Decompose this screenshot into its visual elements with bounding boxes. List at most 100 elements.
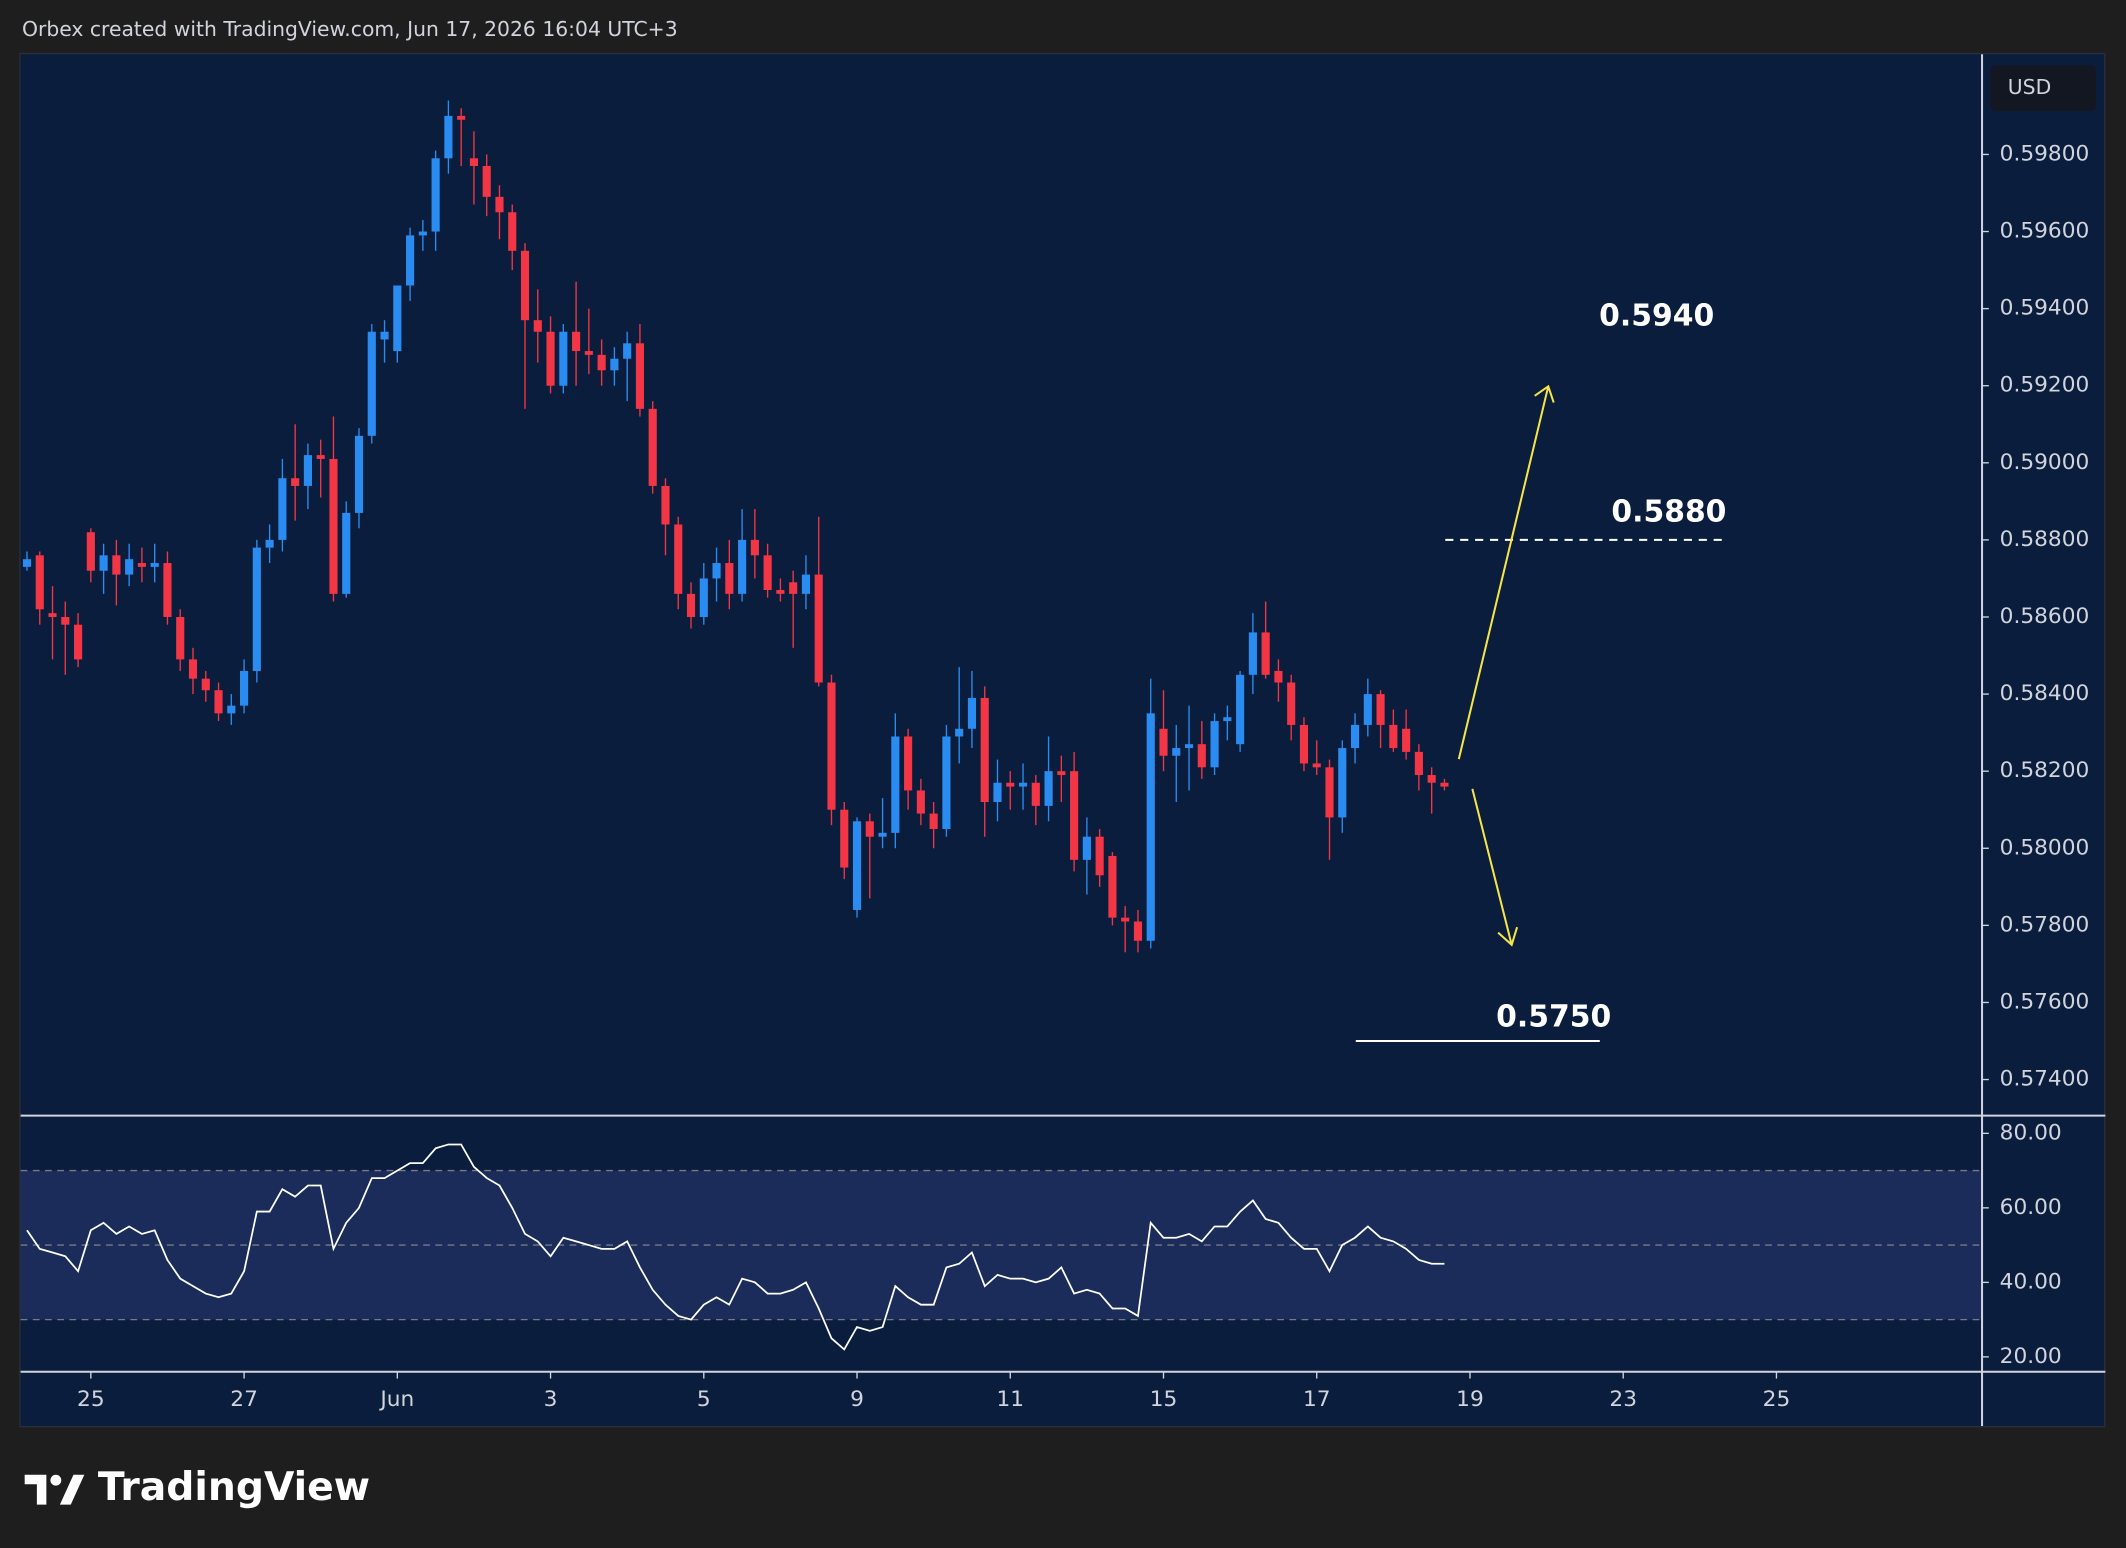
candle-body (993, 782, 1002, 803)
candle-body (1044, 771, 1053, 806)
candle-body (495, 196, 504, 213)
candle-body (546, 331, 555, 386)
candle-body (406, 235, 415, 286)
candle-body (150, 563, 159, 567)
candle-body (1133, 921, 1143, 941)
level-label: 0.5750 (1496, 999, 1611, 1034)
candle-body (482, 166, 491, 197)
candle-body (916, 790, 925, 814)
candle-body (201, 678, 210, 691)
y-tick-label: 0.58400 (2000, 681, 2090, 706)
candle-body (623, 343, 632, 359)
candle-body (1082, 836, 1091, 860)
candle-body (878, 832, 887, 837)
y-tick-label: 40.00 (2000, 1269, 2062, 1294)
candle-body (1184, 744, 1194, 749)
candle-body (1402, 728, 1411, 752)
candle-body (240, 670, 249, 706)
candle-body (1261, 632, 1270, 675)
candle-body (1159, 728, 1168, 756)
candle-body (342, 512, 351, 594)
candle-body (1325, 767, 1334, 818)
candle-body (112, 555, 121, 575)
candle-body (1172, 748, 1181, 756)
candle-body (1248, 632, 1257, 675)
x-tick-label: 27 (230, 1387, 258, 1412)
y-tick-label: 0.57800 (2000, 912, 2090, 937)
y-tick-label: 0.58600 (2000, 604, 2090, 629)
candle-body (367, 331, 376, 436)
candle-body (1018, 782, 1028, 787)
candle-body (865, 821, 874, 837)
y-tick-label: 20.00 (2000, 1344, 2062, 1369)
candle-body (1414, 751, 1423, 776)
y-tick-label: 60.00 (2000, 1195, 2062, 1220)
y-tick-label: 0.59000 (2000, 450, 2090, 475)
y-tick-label: 0.59200 (2000, 373, 2090, 398)
caption: Orbex created with TradingView.com, Jun … (22, 17, 678, 41)
candle-body (942, 736, 951, 829)
arrow-down (1471, 788, 1513, 946)
candle-body (840, 809, 849, 868)
candle-body (1389, 724, 1398, 749)
candle-body (929, 813, 938, 829)
y-tick-label: 0.58200 (2000, 758, 2090, 783)
candle-body (699, 578, 708, 617)
candle-body (444, 115, 453, 159)
candle-body (137, 563, 146, 567)
candle-body (1070, 771, 1079, 860)
arrow-head (1534, 384, 1555, 403)
logo-dot (50, 1474, 62, 1486)
x-tick-label: 5 (697, 1387, 711, 1412)
candle-body (1031, 782, 1040, 806)
candle-body (674, 524, 683, 594)
currency[interactable]: USD (2008, 75, 2051, 99)
candle-body (508, 212, 517, 251)
candle-body (278, 478, 287, 540)
candle-body (1210, 721, 1219, 768)
candle-body (188, 659, 198, 679)
candle-body (725, 563, 734, 594)
arrow-head (1497, 926, 1519, 947)
candle-body (35, 555, 44, 610)
candle-body (176, 616, 185, 660)
candle-body (1057, 771, 1066, 776)
x-tick-label: 25 (1763, 1387, 1791, 1412)
currency-badge[interactable] (1990, 65, 2096, 112)
candle-body (1299, 724, 1309, 764)
candle-body (648, 408, 657, 486)
candle-body (904, 736, 913, 791)
y-tick-label: 0.58000 (2000, 835, 2090, 860)
rsi-line (26, 1143, 1445, 1351)
candle-body (74, 624, 83, 660)
y-tick-label: 0.59800 (2000, 141, 2090, 166)
x-tick-label: 9 (850, 1387, 864, 1412)
candle-body (227, 705, 236, 714)
candle-body (661, 485, 670, 525)
candle-body (1312, 763, 1321, 768)
candle-body (1376, 694, 1385, 725)
candle-body (393, 285, 402, 352)
candle-body (814, 574, 823, 683)
candle-body (955, 728, 964, 737)
candle-body (380, 331, 389, 340)
x-tick-label: 19 (1456, 1387, 1484, 1412)
candle-body (265, 539, 274, 548)
arrow-up (1457, 386, 1550, 760)
candle-body (584, 351, 593, 355)
candle-body (763, 555, 772, 591)
candle-body (469, 158, 479, 167)
brand: TradingView (98, 1465, 370, 1510)
candle-body (1197, 744, 1206, 768)
candle-body (22, 559, 32, 567)
candle-body (1363, 694, 1372, 725)
candle-body (1121, 917, 1130, 922)
candle-body (776, 590, 785, 594)
x-tick-label: 17 (1303, 1387, 1331, 1412)
candle-body (610, 358, 619, 371)
y-tick-label: 0.57400 (2000, 1067, 2090, 1092)
candle-body (214, 690, 223, 714)
candle-body (686, 593, 696, 617)
candle-body (354, 435, 364, 513)
